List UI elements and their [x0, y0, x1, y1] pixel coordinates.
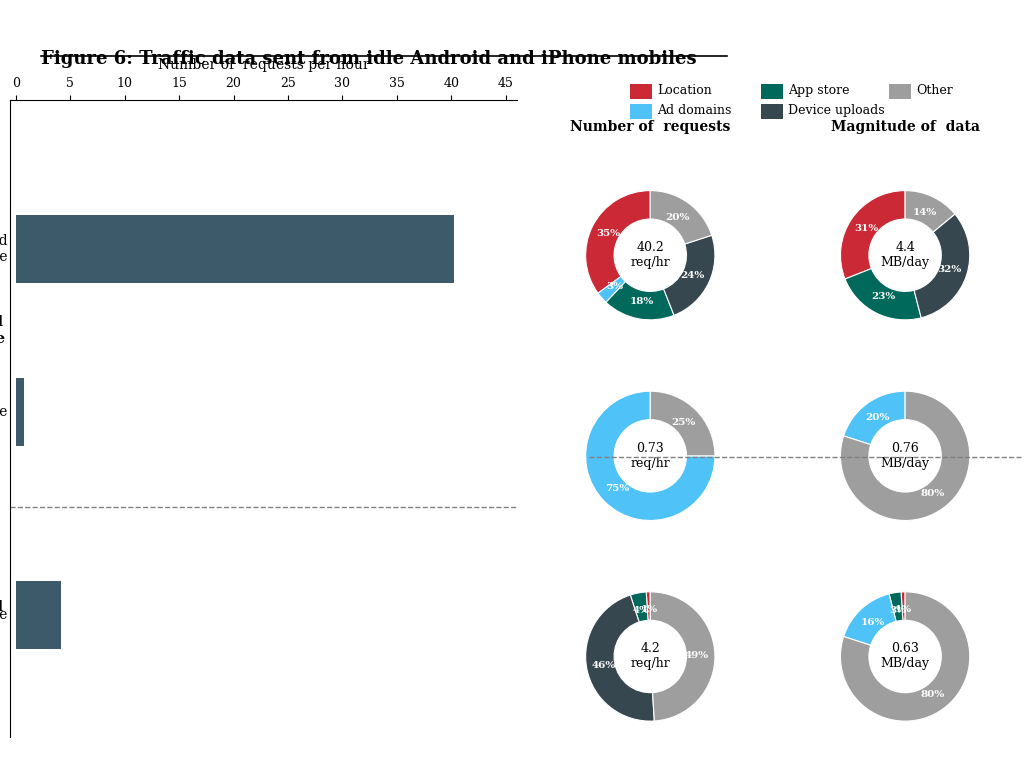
Wedge shape [650, 190, 712, 244]
Wedge shape [586, 391, 715, 521]
Wedge shape [901, 592, 905, 621]
Wedge shape [841, 391, 970, 521]
Text: 4.4
MB/day: 4.4 MB/day [881, 241, 930, 270]
Text: 18%: 18% [630, 296, 653, 306]
Text: Android
phone: Android phone [0, 234, 8, 264]
Bar [15, 215, 454, 283]
Text: 80%: 80% [921, 690, 945, 699]
Text: 31%: 31% [854, 224, 879, 233]
Text: iPhone: iPhone [0, 608, 8, 622]
Wedge shape [598, 276, 626, 303]
Text: App store: App store [788, 84, 850, 97]
Wedge shape [845, 269, 922, 319]
Text: 20%: 20% [666, 213, 690, 222]
Wedge shape [844, 594, 896, 645]
Text: 0.63
MB/day: 0.63 MB/day [881, 643, 930, 670]
Text: Collected
by Google: Collected by Google [0, 316, 5, 346]
Text: Collected
by Apple: Collected by Apple [0, 600, 3, 631]
Bar [15, 378, 24, 445]
Text: iPhone: iPhone [0, 405, 8, 419]
Wedge shape [631, 592, 648, 622]
Wedge shape [841, 190, 905, 279]
Text: 24%: 24% [681, 270, 705, 280]
Text: 1%: 1% [895, 605, 912, 614]
Bar [15, 581, 61, 649]
Text: 49%: 49% [685, 650, 710, 660]
Text: 80%: 80% [921, 489, 945, 498]
Text: 0.76
MB/day: 0.76 MB/day [881, 442, 930, 470]
Wedge shape [606, 282, 674, 319]
X-axis label: Number of  requests per hour: Number of requests per hour [158, 58, 370, 71]
Text: 25%: 25% [672, 419, 695, 427]
Text: Figure 6: Traffic data sent from idle Android and iPhone mobiles: Figure 6: Traffic data sent from idle An… [41, 50, 696, 68]
Text: 3%: 3% [889, 606, 906, 614]
Text: 32%: 32% [938, 265, 962, 274]
Text: 75%: 75% [605, 485, 630, 494]
Wedge shape [914, 214, 970, 318]
Text: 3%: 3% [606, 282, 624, 291]
Wedge shape [586, 595, 654, 721]
Text: Other: Other [916, 84, 953, 97]
Text: 40.2
req/hr: 40.2 req/hr [631, 241, 670, 270]
Text: 16%: 16% [861, 617, 885, 627]
Text: 4%: 4% [633, 606, 650, 615]
Text: 0.73
req/hr: 0.73 req/hr [631, 442, 670, 470]
Text: 46%: 46% [592, 660, 616, 670]
Text: Ad domains: Ad domains [657, 104, 732, 117]
Wedge shape [664, 235, 715, 316]
Text: 20%: 20% [865, 413, 890, 422]
Text: Number of  requests: Number of requests [570, 120, 730, 134]
Text: Location: Location [657, 84, 712, 97]
Wedge shape [889, 592, 903, 621]
Wedge shape [905, 190, 955, 232]
Text: Magnitude of  data: Magnitude of data [830, 120, 980, 134]
Wedge shape [586, 190, 650, 293]
Wedge shape [844, 391, 905, 445]
Text: 35%: 35% [596, 230, 621, 238]
Text: 1%: 1% [640, 605, 657, 614]
Wedge shape [646, 592, 650, 621]
Text: Device uploads: Device uploads [788, 104, 885, 117]
Text: 23%: 23% [871, 293, 896, 302]
Wedge shape [841, 592, 970, 721]
Wedge shape [650, 592, 715, 721]
Wedge shape [650, 391, 715, 456]
Text: 14%: 14% [913, 208, 937, 217]
Text: 4.2
req/hr: 4.2 req/hr [631, 643, 670, 670]
